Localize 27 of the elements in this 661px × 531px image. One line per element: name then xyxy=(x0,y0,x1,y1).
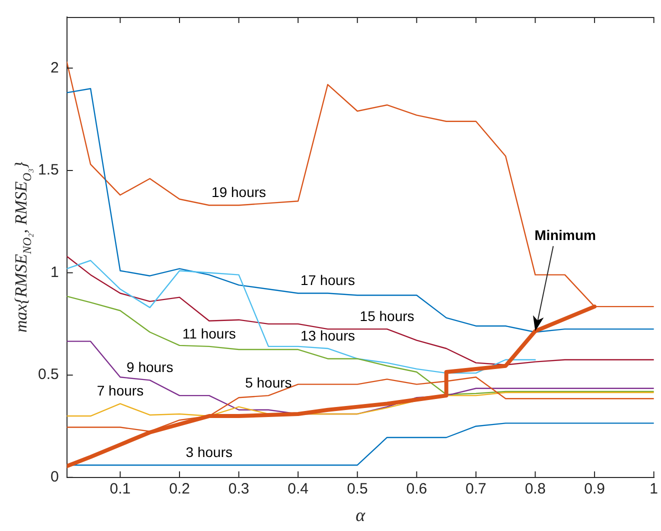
x-tick-label: 0.3 xyxy=(228,480,250,498)
y-tick-label: 0 xyxy=(50,468,59,486)
annotation: 17 hours xyxy=(300,272,355,288)
x-axis-title: α xyxy=(356,504,366,525)
y-tick-label: 1 xyxy=(50,264,59,281)
annotation: 15 hours xyxy=(360,308,414,324)
annotation: 11 hours xyxy=(182,325,236,342)
x-tick-label: 0.5 xyxy=(346,480,368,498)
annotation: 5 hours xyxy=(245,374,292,390)
annotation: Minimum xyxy=(534,226,596,243)
y-tick-label: 1.5 xyxy=(38,162,59,179)
y-tick-label: 2 xyxy=(50,59,59,76)
x-tick-label: 0.7 xyxy=(466,480,486,498)
x-tick-label: 0.4 xyxy=(288,480,309,498)
x-tick-label: 0.1 xyxy=(110,480,131,498)
annotation: 19 hours xyxy=(212,184,266,200)
x-tick-label: 1 xyxy=(650,480,658,498)
annotation: 9 hours xyxy=(126,359,174,376)
y-tick-label: 0.5 xyxy=(38,366,59,384)
x-tick-label: 0.9 xyxy=(584,480,605,498)
annotation: 3 hours xyxy=(186,444,232,460)
annotation: 13 hours xyxy=(300,327,355,344)
x-tick-label: 0.8 xyxy=(524,480,546,498)
x-tick-label: 0.2 xyxy=(169,480,190,498)
annotation: 7 hours xyxy=(96,382,144,399)
x-tick-label: 0.6 xyxy=(406,480,428,498)
y-axis-title: max{RMSENO₂, RMSEO₃} xyxy=(11,162,34,333)
